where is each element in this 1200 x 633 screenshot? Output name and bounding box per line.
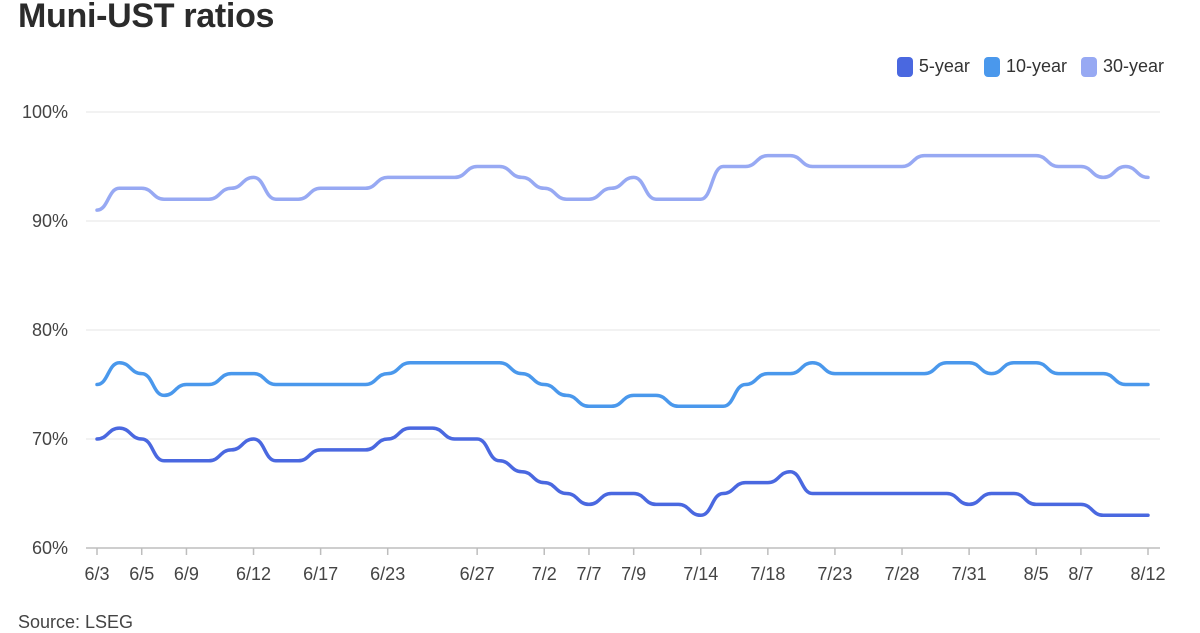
y-axis-ticks: 60% 70% 80% 90% 100% — [22, 102, 68, 558]
x-tick-label: 7/28 — [884, 564, 919, 584]
x-tick-label: 8/12 — [1130, 564, 1165, 584]
x-tick-label: 7/7 — [576, 564, 601, 584]
legend-item-5-year: 5-year — [896, 56, 970, 77]
y-tick-label: 60% — [32, 538, 68, 558]
source-note: Source: LSEG — [18, 612, 134, 632]
line-chart: 60%70%80%90%100% 6/3 6/5 6/9 6/12 6/17 6/23 6/… — [22, 102, 1166, 584]
x-tick-label: 6/23 — [370, 564, 405, 584]
legend-item-10-year: 10-year — [983, 56, 1067, 77]
chart-title: Muni-UST ratios — [18, 0, 275, 35]
x-tick-label: 7/14 — [683, 564, 718, 584]
grid-lines — [86, 111, 1160, 549]
legend-label-30-year: 30-year — [1102, 56, 1164, 76]
x-tick-label: 8/5 — [1024, 564, 1049, 584]
series-line-10-year — [95, 360, 1150, 409]
x-tick-label: 7/2 — [532, 564, 557, 584]
series-line-30-year — [95, 153, 1150, 212]
x-tick-label: 7/9 — [621, 564, 646, 584]
x-axis-ticks: 6/3 6/5 6/9 6/12 6/17 6/23 6/27 7/2 7/7 7/9 7/14 7/… — [84, 548, 1166, 584]
chart-legend: 5-year 10-year 30-year — [896, 56, 1164, 77]
legend-item-30-year: 30-year — [1080, 56, 1164, 77]
x-tick-label: 8/7 — [1068, 564, 1093, 584]
y-tick-label: 90% — [32, 211, 68, 231]
y-tick-label: 80% — [32, 320, 68, 340]
y-tick-label: 100% — [22, 102, 68, 122]
x-tick-label: 6/3 — [84, 564, 109, 584]
x-tick-label: 7/23 — [817, 564, 852, 584]
x-tick-label: 7/31 — [952, 564, 987, 584]
x-tick-label: 7/18 — [750, 564, 785, 584]
legend-swatch-10-year — [983, 56, 1000, 77]
x-tick-label: 6/12 — [236, 564, 271, 584]
legend-label-10-year: 10-year — [1005, 56, 1067, 76]
legend-swatch-5-year — [896, 56, 913, 77]
x-tick-label: 6/27 — [460, 564, 495, 584]
legend-swatch-30-year — [1080, 56, 1097, 77]
series-lines — [95, 153, 1150, 518]
y-tick-label: 70% — [32, 429, 68, 449]
x-tick-label: 6/9 — [174, 564, 199, 584]
legend-label-5-year: 5-year — [918, 56, 970, 76]
x-tick-label: 6/5 — [129, 564, 154, 584]
x-tick-label: 6/17 — [303, 564, 338, 584]
series-line-5-year — [95, 426, 1150, 518]
